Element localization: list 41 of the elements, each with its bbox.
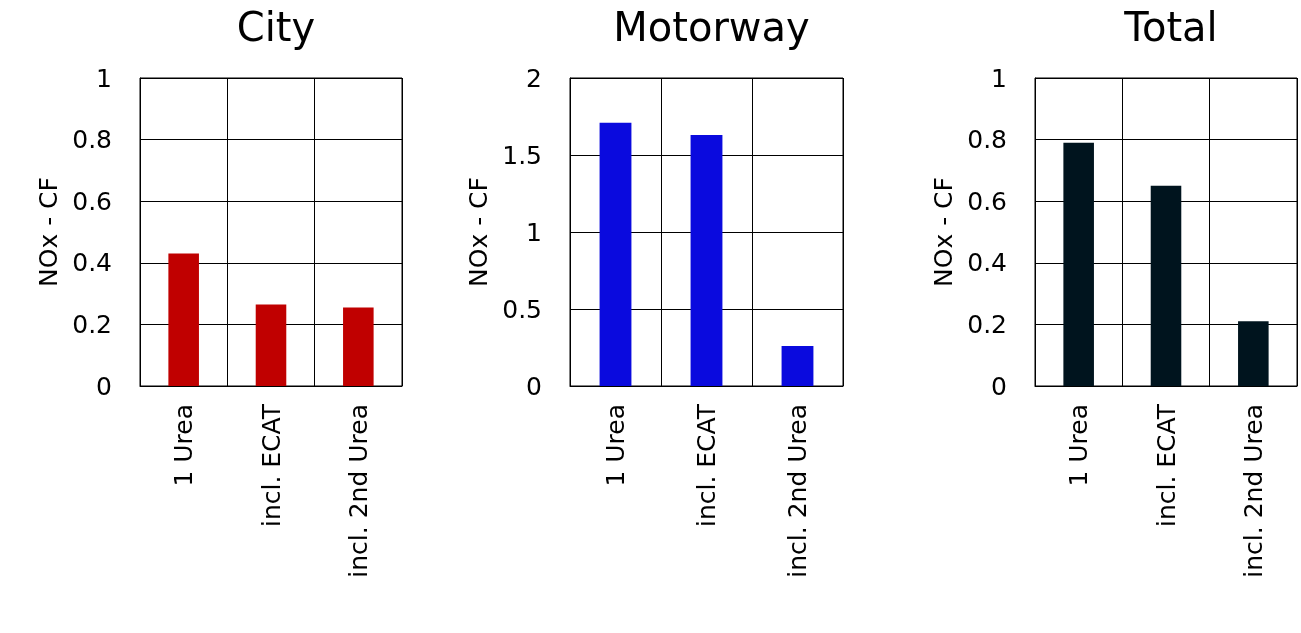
x-tick-label: incl. ECAT	[1151, 403, 1181, 528]
y-tick-label: 0	[96, 371, 112, 401]
bar	[690, 134, 723, 386]
x-tick-label: incl. 2nd Urea	[783, 404, 812, 578]
x-tick-label: 1 Urea	[169, 404, 199, 487]
bar	[343, 307, 374, 386]
y-axis-title: NOx - CF	[464, 177, 494, 287]
y-tick-label: 0.8	[72, 125, 112, 155]
y-tick-label: 1.5	[502, 140, 542, 170]
y-tick-label: 2	[526, 63, 542, 93]
chart-title: Motorway	[613, 4, 810, 50]
bar	[168, 253, 199, 386]
y-tick-label: 0	[526, 371, 542, 401]
x-tick-label: 1 Urea	[601, 404, 630, 487]
y-tick-label: 0.8	[967, 125, 1007, 155]
bar	[1063, 142, 1094, 386]
y-tick-label: 1	[526, 217, 542, 247]
chart-title: Total	[1123, 4, 1218, 50]
y-tick-label: 0.5	[502, 294, 542, 324]
bar	[255, 304, 287, 386]
y-axis-title: NOx - CF	[929, 177, 959, 287]
y-axis-title: NOx - CF	[34, 177, 64, 287]
x-tick-label: 1 Urea	[1064, 404, 1094, 487]
x-tick-label: incl. 2nd Urea	[343, 404, 373, 578]
y-tick-label: 0.4	[967, 248, 1007, 278]
y-tick-label: 0.4	[72, 248, 112, 278]
y-tick-label: 0.6	[967, 186, 1007, 216]
chart-title: City	[236, 4, 316, 50]
x-tick-label: incl. ECAT	[692, 403, 721, 528]
y-tick-label: 1	[991, 63, 1007, 93]
y-tick-label: 1	[96, 63, 112, 93]
y-tick-label: 0.2	[72, 309, 112, 339]
bar	[1238, 321, 1269, 386]
x-tick-label: incl. ECAT	[256, 403, 286, 528]
bar	[1150, 185, 1182, 386]
x-tick-label: incl. 2nd Urea	[1238, 404, 1268, 578]
y-tick-label: 0.6	[72, 186, 112, 216]
y-tick-label: 0	[991, 371, 1007, 401]
y-tick-label: 0.2	[967, 309, 1007, 339]
bar	[781, 345, 814, 386]
bar	[599, 122, 632, 386]
